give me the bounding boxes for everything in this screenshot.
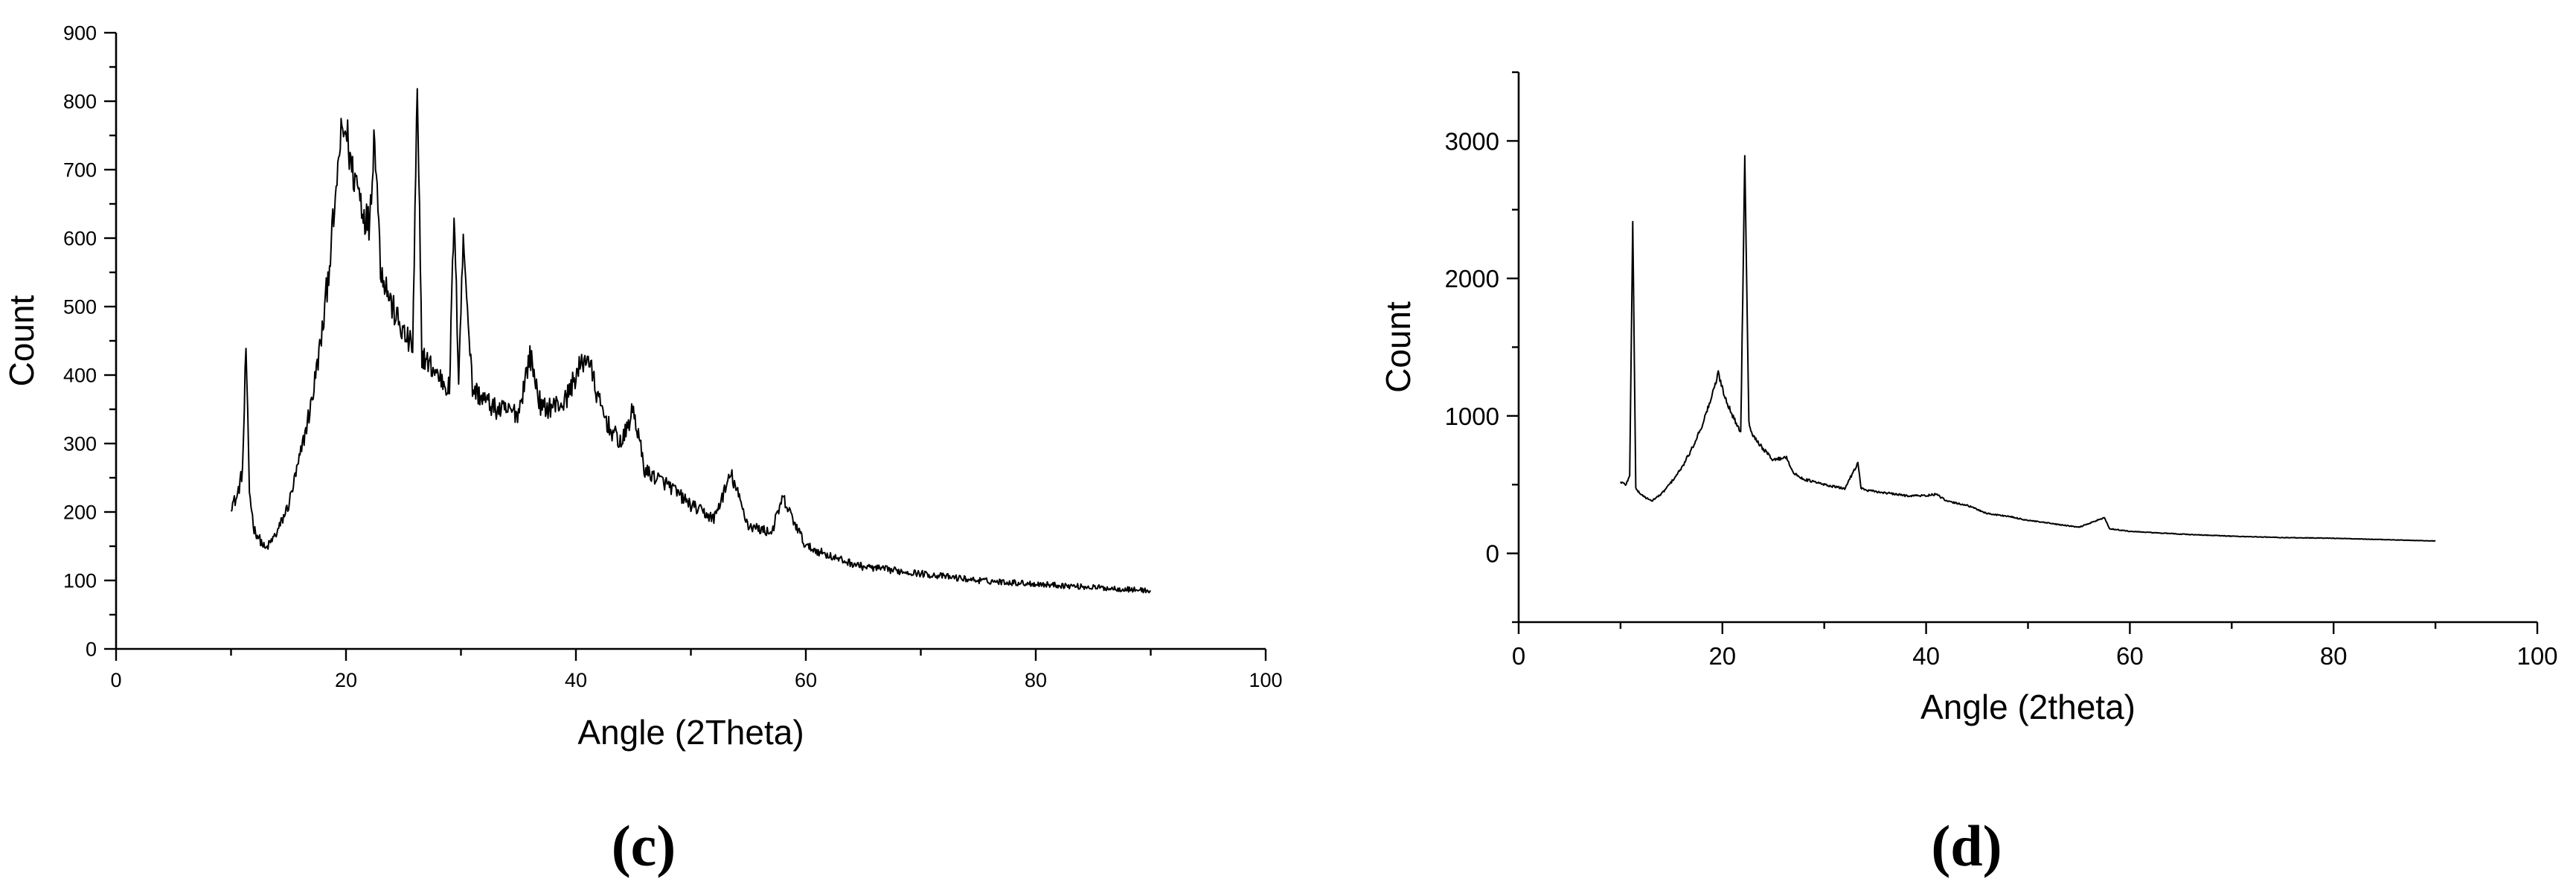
panel-c-x-tick-label: 60 bbox=[795, 669, 817, 691]
panel-d-y-axis-title: Count bbox=[1379, 301, 1417, 393]
panel-d-label: (d) bbox=[1931, 813, 2002, 878]
panel-d-x-axis-title: Angle (2theta) bbox=[1920, 688, 2136, 726]
panel-d-x-tick-label: 20 bbox=[1708, 642, 1736, 670]
panel-c-y-tick-label: 300 bbox=[63, 433, 97, 455]
panel-c-x-tick-label: 100 bbox=[1249, 669, 1282, 691]
panel-c-y-tick-label: 600 bbox=[63, 228, 97, 250]
panel-c-y-tick-label: 800 bbox=[63, 91, 97, 113]
panel-c-y-tick-label: 700 bbox=[63, 159, 97, 182]
panel-d-y-tick-label: 2000 bbox=[1445, 265, 1499, 292]
panel-d-y-tick-label: 1000 bbox=[1445, 403, 1499, 430]
panel-c-y-tick-label: 500 bbox=[63, 296, 97, 319]
panel-d-y-tick-label: 0 bbox=[1486, 540, 1499, 568]
panel-c-trace-group bbox=[230, 88, 1151, 594]
panel-c-x-tick-label: 20 bbox=[335, 669, 357, 691]
panel-d-trace bbox=[1620, 155, 2436, 542]
panel-c-y-tick-label: 900 bbox=[63, 22, 97, 45]
panel-d-x-tick-label: 40 bbox=[1912, 642, 1940, 670]
panel-d-x-tick-label: 80 bbox=[2320, 642, 2348, 670]
panel-c-y-tick-label: 0 bbox=[86, 638, 97, 661]
panel-c-label: (c) bbox=[612, 813, 676, 878]
panel-d-x-tick-label: 0 bbox=[1512, 642, 1525, 670]
panel-d-trace-group bbox=[1620, 155, 2436, 542]
panel-c-y-tick-label: 200 bbox=[63, 502, 97, 524]
panel-c-x-tick-label: 0 bbox=[110, 669, 121, 691]
panel-d-x-tick-label: 100 bbox=[2516, 642, 2557, 670]
panel-c-ticks: 0 20 40 60 80 100 0 100 200 300 400 500 600 700 800 900 bbox=[63, 22, 1283, 691]
panel-c-x-axis-title: Angle (2Theta) bbox=[577, 713, 804, 752]
panel-d-x-tick-label: 60 bbox=[2116, 642, 2144, 670]
panel-c-trace bbox=[230, 88, 1151, 594]
panel-d-y-tick-label: 3000 bbox=[1445, 127, 1499, 155]
panel-c-y-tick-label: 400 bbox=[63, 365, 97, 387]
panel-c-y-axis-title: Count bbox=[2, 295, 41, 386]
panel-c-x-tick-label: 80 bbox=[1025, 669, 1047, 691]
panel-c-x-tick-label: 40 bbox=[565, 669, 587, 691]
panel-c-chart: 0 20 40 60 80 100 0 100 200 300 400 500 600 700 800 900… bbox=[2, 22, 1283, 878]
panel-d-axes bbox=[1517, 72, 2537, 624]
panel-c-y-tick-label: 100 bbox=[63, 570, 97, 592]
panel-c-axes bbox=[115, 33, 1266, 650]
